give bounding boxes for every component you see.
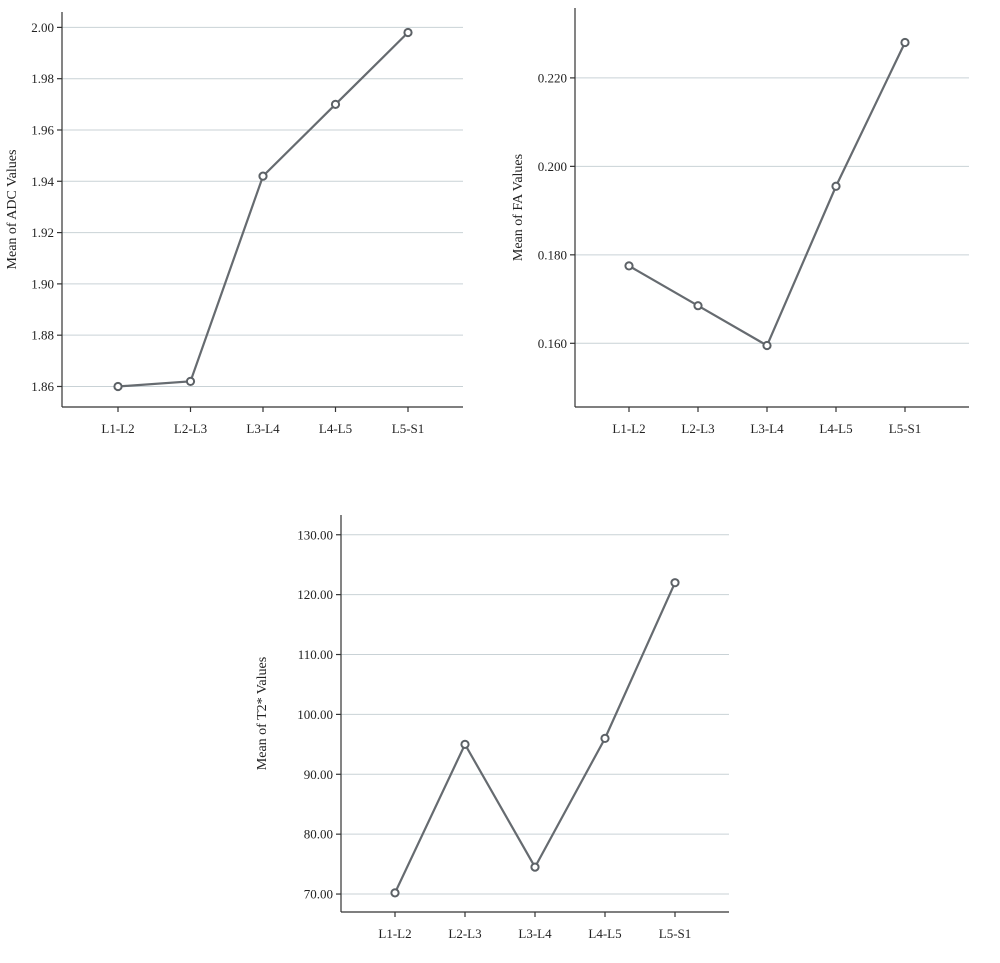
t2-ytick-label: 110.00 (298, 647, 333, 662)
fa-ytick-label: 0.220 (538, 70, 567, 85)
t2-data-point (460, 739, 470, 749)
t2-ytick-label: 70.00 (304, 887, 333, 902)
t2-data-point (670, 578, 680, 588)
fa-xtick-label: L1-L2 (612, 421, 645, 436)
fa-ytick-label: 0.160 (538, 336, 567, 351)
adc-xtick-label: L4-L5 (319, 421, 352, 436)
adc-data-point (113, 381, 123, 392)
t2-y-axis-label: Mean of T2* Values (255, 657, 270, 770)
adc-xtick-label: L2-L3 (174, 421, 207, 436)
adc-ytick-label: 1.90 (31, 276, 54, 291)
t2-xtick-label: L3-L4 (518, 926, 552, 941)
fa-series-line (628, 42, 906, 348)
fa-ytick-label: 0.180 (538, 247, 567, 262)
adc-data-point (258, 171, 268, 181)
t2-ytick-label: 80.00 (304, 827, 333, 842)
adc-data-point (330, 99, 341, 109)
fa-data-point (831, 181, 841, 191)
adc-ytick-label: 1.92 (31, 225, 54, 240)
adc-xtick-label: L3-L4 (246, 421, 280, 436)
fa-xtick-label: L2-L3 (681, 421, 714, 436)
t2-xtick-label: L5-S1 (659, 926, 692, 941)
fa-data-point (762, 340, 772, 351)
fa-data-point (624, 261, 634, 271)
adc-ytick-label: 1.94 (31, 174, 54, 189)
adc-data-point (185, 376, 196, 386)
fa-xtick-label: L4-L5 (819, 421, 852, 436)
t2-xtick-label: L1-L2 (378, 926, 411, 941)
fa-data-point (900, 37, 910, 48)
fa-data-point (693, 301, 703, 311)
adc-ytick-label: 2.00 (31, 20, 54, 35)
fa-y-axis-label: Mean of FA Values (511, 154, 526, 261)
t2-data-point (530, 862, 540, 872)
t2-ytick-label: 120.00 (297, 587, 333, 602)
t2-data-point (600, 733, 610, 743)
fa-xtick-label: L3-L4 (750, 421, 784, 436)
adc-xtick-label: L1-L2 (101, 421, 134, 436)
adc-xtick-label: L5-S1 (392, 421, 425, 436)
adc-ytick-label: 1.96 (31, 122, 54, 137)
fa-ytick-label: 0.200 (538, 159, 567, 174)
fa-xtick-label: L5-S1 (889, 421, 922, 436)
t2-ytick-label: 90.00 (304, 767, 333, 782)
adc-y-axis-label: Mean of ADC Values (5, 150, 20, 270)
adc-data-point (403, 27, 413, 38)
t2-xtick-label: L4-L5 (588, 926, 621, 941)
adc-series-line (117, 31, 409, 388)
t2-ytick-label: 100.00 (297, 707, 333, 722)
t2-xtick-label: L2-L3 (448, 926, 481, 941)
t2-data-point (390, 888, 400, 898)
adc-ytick-label: 1.88 (31, 328, 54, 343)
t2-series-line (394, 582, 677, 894)
t2-ytick-label: 130.00 (297, 527, 333, 542)
adc-ytick-label: 1.86 (31, 379, 54, 394)
adc-ytick-label: 1.98 (31, 71, 54, 86)
